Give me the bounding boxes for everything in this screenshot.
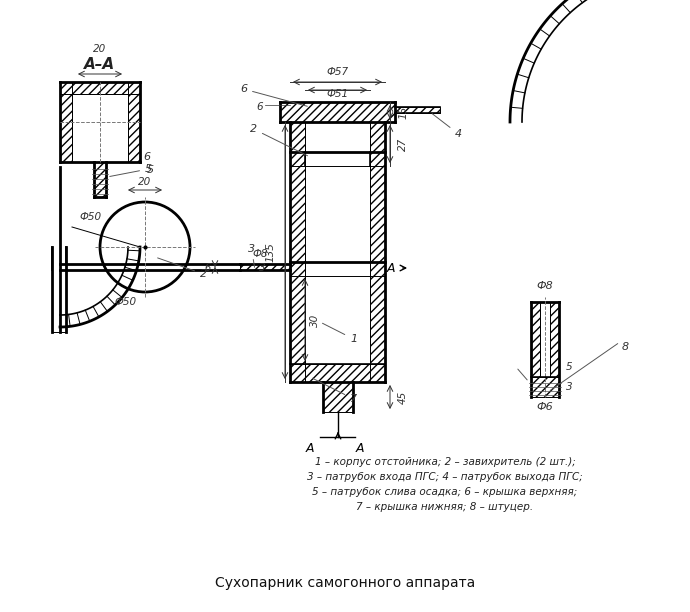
Bar xyxy=(60,82,140,94)
Text: Ф8: Ф8 xyxy=(253,249,268,259)
Text: 2: 2 xyxy=(250,124,308,156)
Text: 2: 2 xyxy=(157,258,207,279)
Text: 135: 135 xyxy=(265,242,275,262)
Text: 5: 5 xyxy=(566,362,572,372)
Text: Сухопарник самогонного аппарата: Сухопарник самогонного аппарата xyxy=(215,576,475,590)
Text: 8: 8 xyxy=(622,342,629,352)
Text: Ф57: Ф57 xyxy=(326,67,348,77)
Bar xyxy=(290,364,385,382)
Text: 6: 6 xyxy=(205,263,211,273)
Text: 3 – патрубок входа ПГС; 4 – патрубок выхода ПГС;: 3 – патрубок входа ПГС; 4 – патрубок вых… xyxy=(307,472,583,482)
Text: 20: 20 xyxy=(93,44,107,54)
Text: А: А xyxy=(356,442,364,455)
Text: А–А: А–А xyxy=(84,56,115,72)
Text: 6: 6 xyxy=(144,152,150,162)
Text: 4: 4 xyxy=(432,114,462,139)
Text: 3: 3 xyxy=(259,263,266,273)
Bar xyxy=(550,302,559,377)
Text: 5: 5 xyxy=(146,165,154,175)
Text: 45: 45 xyxy=(398,390,408,404)
Text: 6: 6 xyxy=(240,84,307,106)
Text: Ф51: Ф51 xyxy=(326,89,348,99)
Text: 15: 15 xyxy=(398,105,408,119)
Text: 1 – корпус отстойника; 2 – завихритель (2 шт.);: 1 – корпус отстойника; 2 – завихритель (… xyxy=(315,457,575,467)
Text: 3: 3 xyxy=(248,244,255,267)
Text: 3: 3 xyxy=(566,382,572,392)
Bar xyxy=(395,107,440,113)
Text: 30: 30 xyxy=(310,313,320,327)
Bar xyxy=(240,264,290,270)
Text: Ф50: Ф50 xyxy=(114,297,136,307)
Bar xyxy=(94,162,106,197)
Bar xyxy=(323,382,353,412)
Text: А: А xyxy=(306,442,314,455)
Bar xyxy=(128,82,140,162)
Text: Ф6: Ф6 xyxy=(537,402,553,412)
Bar xyxy=(60,82,72,162)
Text: 7 – крышка нижняя; 8 – штуцер.: 7 – крышка нижняя; 8 – штуцер. xyxy=(357,502,533,512)
Text: 27: 27 xyxy=(398,137,408,151)
Bar xyxy=(531,302,540,377)
Text: Ф8: Ф8 xyxy=(537,281,553,291)
Bar xyxy=(531,377,559,397)
Bar xyxy=(290,122,305,382)
Text: 5: 5 xyxy=(110,164,152,176)
Text: 5 – патрубок слива осадка; 6 – крышка верхняя;: 5 – патрубок слива осадка; 6 – крышка ве… xyxy=(313,487,578,497)
Text: 20: 20 xyxy=(139,177,152,187)
Bar xyxy=(370,122,385,382)
Text: 1: 1 xyxy=(322,323,357,344)
Bar xyxy=(280,102,395,122)
Text: А: А xyxy=(386,261,395,275)
Text: 6: 6 xyxy=(257,102,264,112)
Text: 7: 7 xyxy=(313,378,357,404)
Text: Ф50: Ф50 xyxy=(79,212,101,222)
